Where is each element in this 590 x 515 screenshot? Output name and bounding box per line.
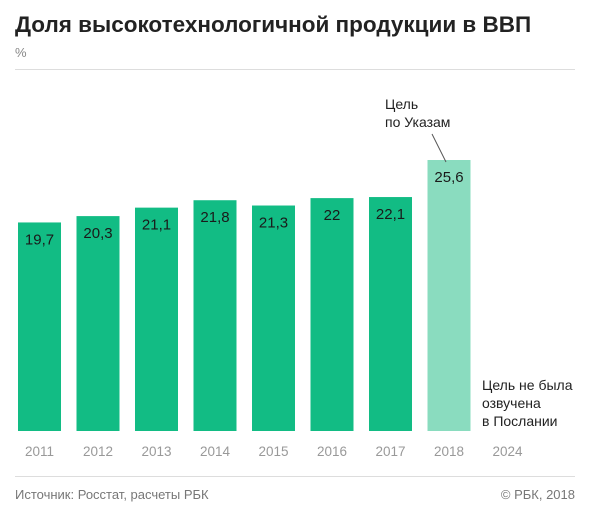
chart-title: Доля высокотехнологичной продукции в ВВП [15,12,532,37]
x-tick-label-2018: 2018 [434,444,464,459]
bar-2016 [310,198,354,431]
copyright: © РБК, 2018 [500,487,575,502]
x-tick-label-2016: 2016 [317,444,347,459]
x-tick-label-2013: 2013 [141,444,171,459]
x-tick-label-2017: 2017 [375,444,405,459]
value-labels-group: 19,7 20,3 21,1 21,8 21,3 22 22,1 25,6 [25,169,464,248]
value-label-2012: 20,3 [83,225,112,242]
bars-group [18,160,471,431]
bar-2013 [135,207,178,431]
annotation-2024-line-2: озвучена [482,395,541,411]
value-label-2013: 21,1 [142,217,171,234]
value-label-2011: 19,7 [25,231,54,248]
x-tick-label-2014: 2014 [200,444,231,459]
value-label-2017: 22,1 [376,206,405,223]
value-label-2018: 25,6 [434,169,463,186]
x-tick-label-2024: 2024 [492,444,523,459]
value-label-2014: 21,8 [200,209,229,226]
x-tick-label-2015: 2015 [258,444,288,459]
header-divider [15,69,575,70]
value-label-2016: 22 [324,207,341,224]
annotation-target-line-2: по Указам [385,114,450,130]
annotation-target-line-1: Цель [385,96,418,112]
annotation-target-connector [431,133,447,163]
x-tick-label-2011: 2011 [25,444,54,459]
bar-2011 [18,222,61,431]
annotations-group: Цель по Указам Цель не была озвучена в Посла… [385,96,573,429]
x-tick-labels-group: 2011 2012 2013 2014 2015 2016 2017 2018 2024 [25,444,523,459]
bar-chart: 19,7 20,3 21,1 21,8 21,3 22 22,125,6 2011 2012 2… [18,96,573,459]
footer-divider [15,476,575,477]
value-label-2015: 21,3 [259,215,288,232]
annotation-2024-line-1: Цель не была [482,377,573,393]
bar-2018 [427,160,471,431]
source-note: Источник: Росстат, расчеты РБК [15,487,209,502]
x-tick-label-2012: 2012 [83,444,113,459]
bar-2012 [76,216,120,431]
bar-2017 [369,197,412,431]
annotation-2024-line-3: в Послании [482,413,558,429]
bar-2014 [193,200,237,431]
bar-2015 [252,205,295,431]
unit-label: % [15,45,27,60]
